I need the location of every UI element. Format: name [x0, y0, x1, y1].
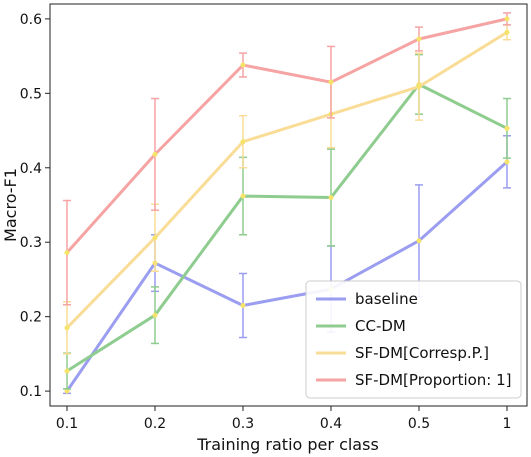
legend-box: [305, 280, 522, 399]
series-line: [65, 31, 508, 329]
x-axis-label: Training ratio per class: [196, 435, 379, 454]
y-tick-label: 0.3: [20, 235, 42, 251]
data-point: [416, 84, 422, 90]
y-axis: 0.1 0.2 0.3 0.4 0.5 0.6: [20, 12, 50, 400]
data-point: [416, 238, 422, 244]
x-tick-label: 0.3: [232, 416, 254, 432]
data-point: [152, 235, 158, 241]
legend-label: SF-DM[Corresp.P.]: [355, 344, 489, 362]
data-point: [64, 368, 70, 374]
data-point: [240, 193, 246, 199]
data-point: [328, 79, 334, 85]
data-point: [152, 151, 158, 157]
data-point: [416, 36, 422, 42]
legend: baseline CC-DM SF-DM[Corresp.P.] SF-DM[Prop…: [305, 280, 522, 399]
series-line: [65, 17, 508, 254]
data-point: [504, 125, 510, 131]
x-tick-label: 0.5: [408, 416, 430, 432]
legend-label: SF-DM[Proportion: 1]: [355, 371, 512, 389]
y-axis-label: Macro-F1: [1, 168, 20, 242]
data-point: [328, 195, 334, 201]
x-tick-label: 0.1: [56, 416, 78, 432]
data-point: [64, 325, 70, 331]
y-tick-label: 0.4: [20, 161, 42, 177]
data-point: [240, 303, 246, 308]
x-tick-label: 1: [503, 416, 512, 432]
legend-label: CC-DM: [355, 317, 406, 335]
series-line: [66, 82, 508, 373]
x-tick-label: 0.4: [320, 416, 342, 432]
data-point: [504, 159, 510, 165]
series-2: [63, 53, 511, 390]
data-point: [240, 139, 246, 145]
legend-label: baseline: [355, 290, 418, 308]
y-tick-label: 0.5: [20, 86, 42, 102]
data-point: [240, 62, 246, 68]
data-point: [152, 312, 158, 318]
y-tick-label: 0.2: [20, 310, 42, 326]
x-tick-label: 0.2: [144, 416, 166, 432]
y-tick-label: 0.6: [20, 12, 42, 28]
y-tick-label: 0.1: [20, 384, 42, 400]
x-axis: 0.1 0.2 0.3 0.4 0.5 1: [56, 406, 512, 432]
series-layer: [63, 12, 511, 395]
series-line: [65, 160, 509, 392]
series-4: [63, 12, 511, 306]
data-point: [504, 29, 510, 35]
data-point: [504, 16, 510, 22]
plot-area-frame: [49, 3, 528, 407]
series-3: [63, 24, 511, 355]
data-point: [64, 388, 70, 394]
data-point: [64, 250, 70, 256]
